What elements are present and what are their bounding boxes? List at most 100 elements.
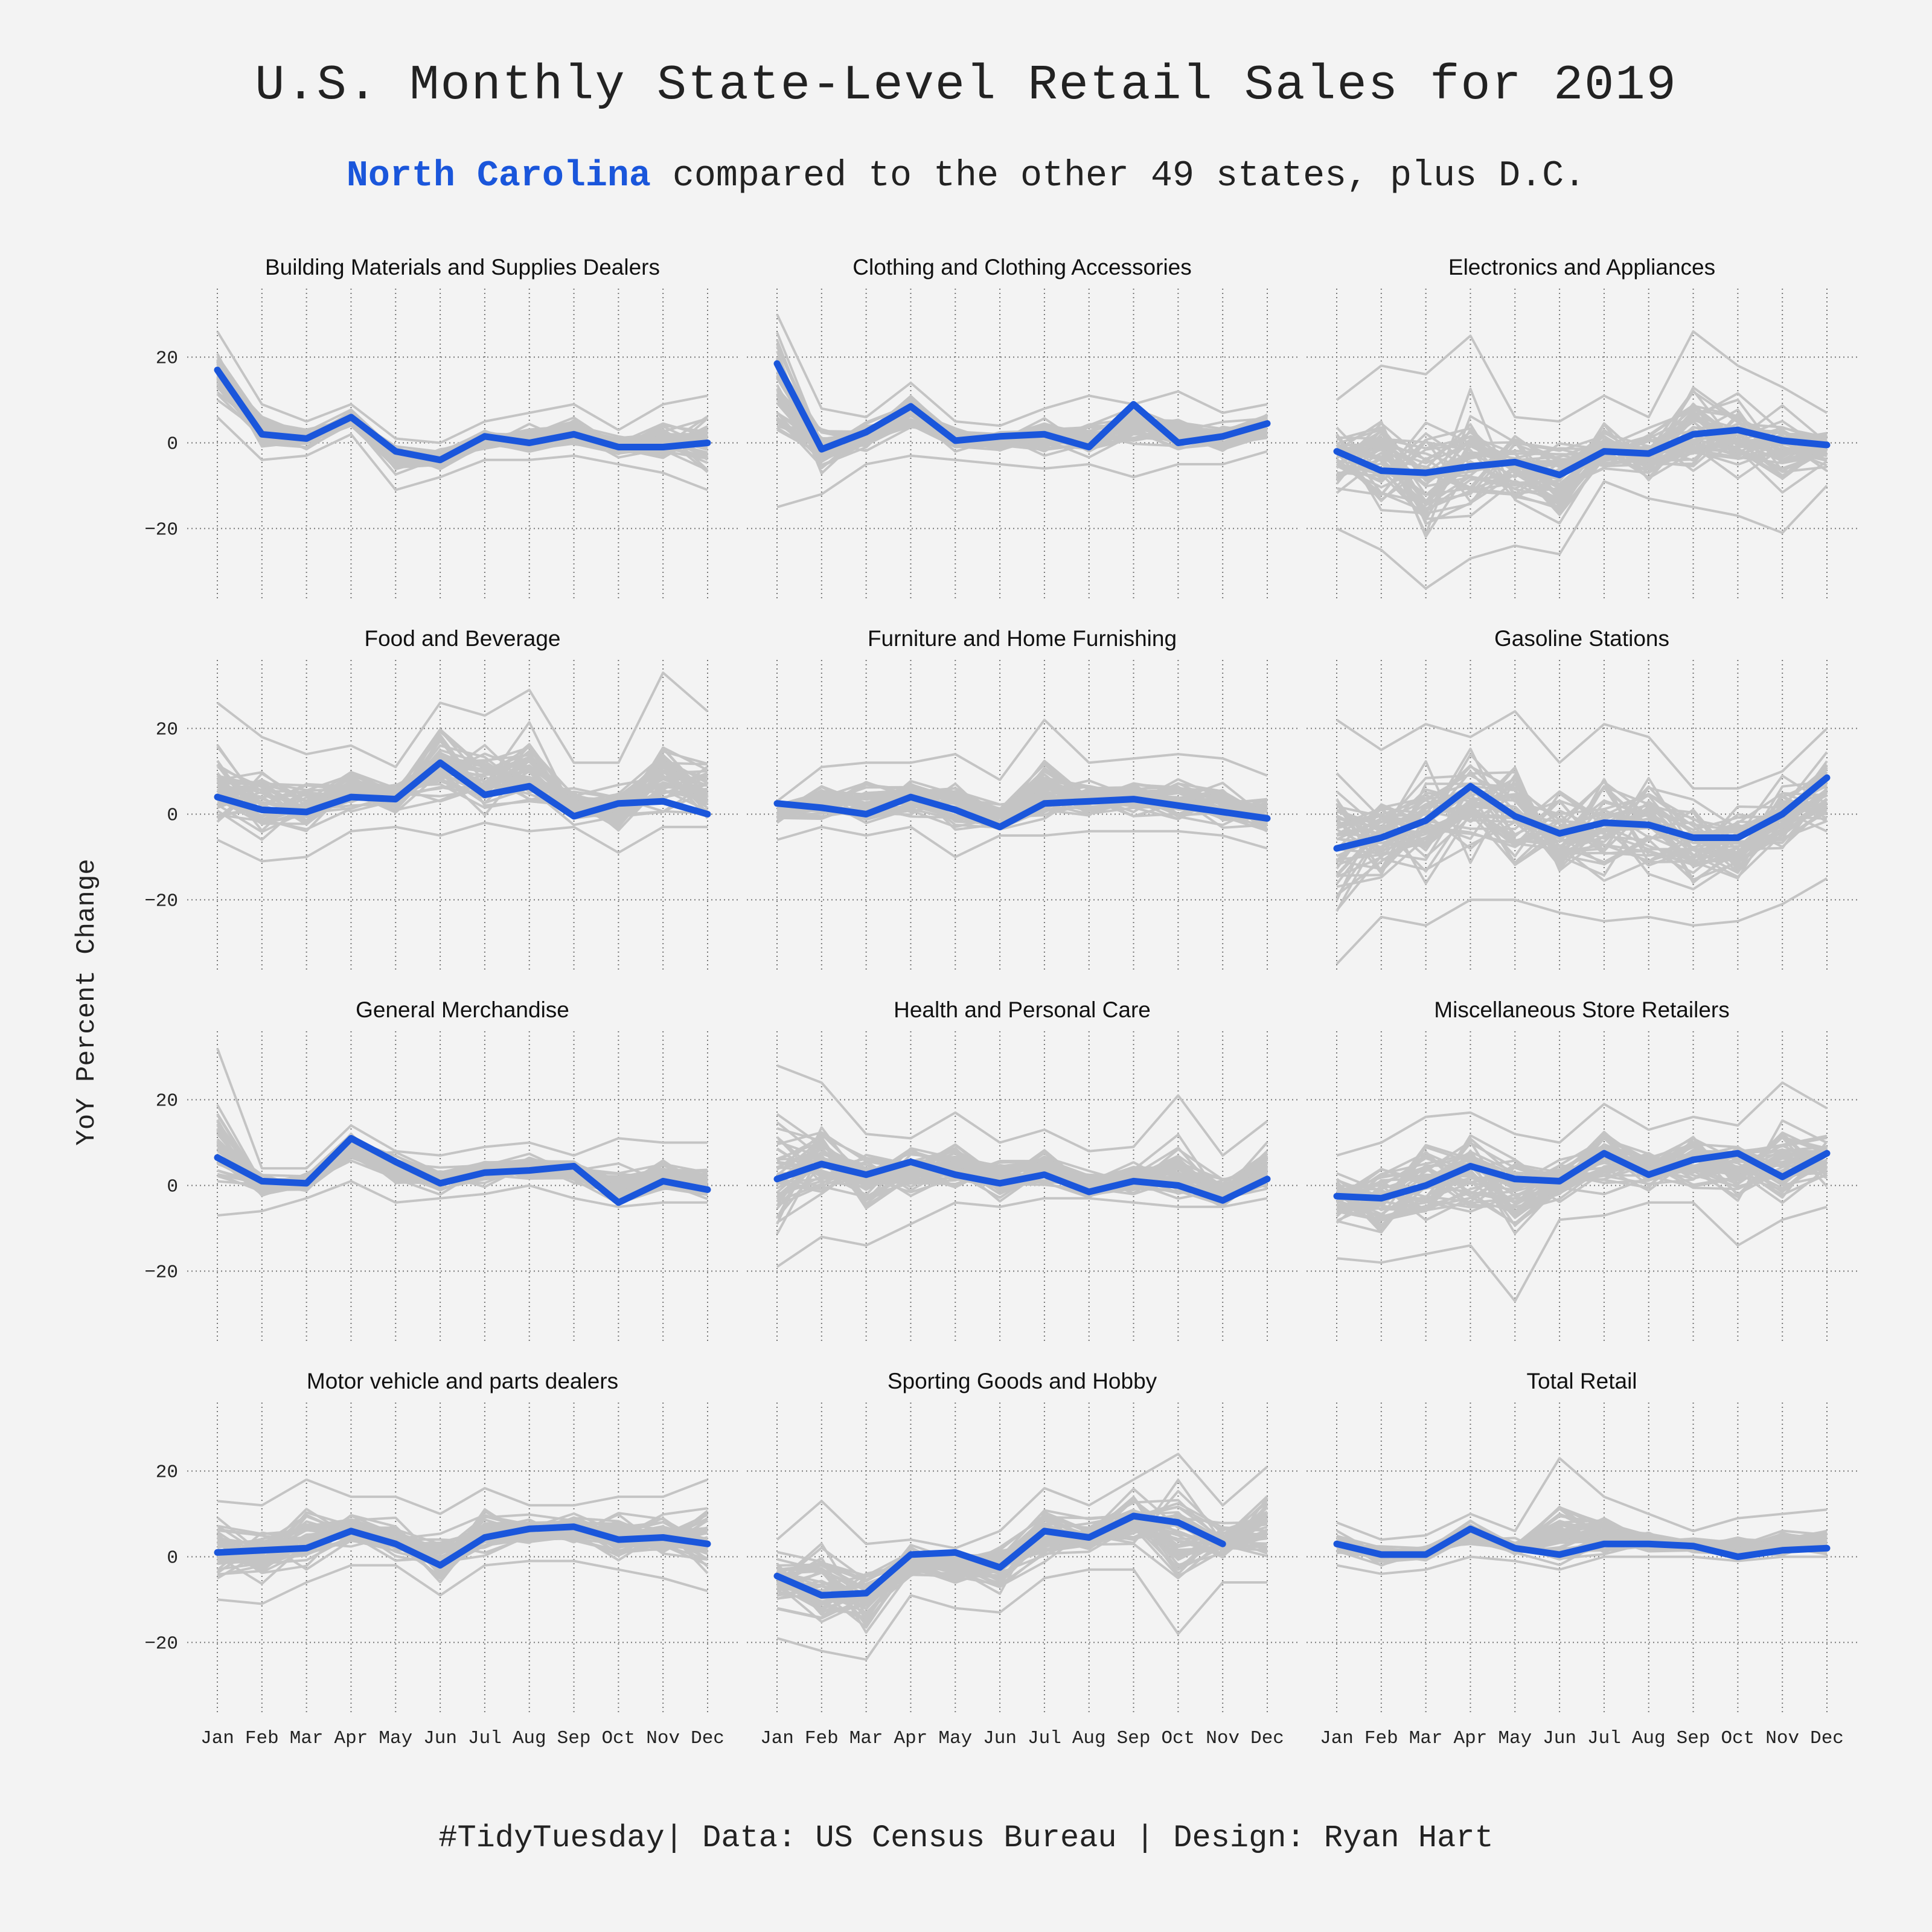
x-tick-label: Oct <box>1161 1728 1195 1749</box>
y-tick-label: 20 <box>156 1462 178 1483</box>
state-series-line <box>1335 710 1828 790</box>
x-tick-label: Jul <box>1587 1728 1621 1749</box>
state-series-line <box>217 821 708 863</box>
state-series-line <box>776 718 1268 802</box>
state-series-line <box>1336 1081 1828 1157</box>
y-tick-label: −20 <box>144 1633 178 1654</box>
state-series-line <box>1336 1131 1828 1213</box>
x-tick-label: Nov <box>1765 1728 1799 1749</box>
chart-subtitle: North Carolina compared to the other 49 … <box>0 156 1932 197</box>
x-tick-label: Jun <box>1543 1728 1576 1749</box>
north-carolina-line <box>214 759 711 820</box>
state-series-line <box>776 1197 1268 1268</box>
state-series-line <box>776 363 1268 475</box>
chart-title: U.S. Monthly State-Level Retail Sales fo… <box>255 57 1677 114</box>
facet-title: Motor vehicle and parts dealers <box>307 1369 618 1393</box>
x-tick-label: Feb <box>245 1728 279 1749</box>
y-tick-label: 0 <box>167 805 178 826</box>
x-tick-label: Aug <box>1072 1728 1106 1749</box>
x-tick-label: Dec <box>691 1728 724 1749</box>
subtitle-rest: compared to the other 49 states, plus D.… <box>650 156 1586 197</box>
facet-title: Electronics and Appliances <box>1448 255 1715 280</box>
x-tick-label: Jun <box>983 1728 1017 1749</box>
state-series-line <box>776 343 1268 449</box>
facet-title: Total Retail <box>1526 1369 1637 1393</box>
x-tick-label: Apr <box>334 1728 368 1749</box>
state-series-line <box>217 1518 708 1571</box>
state-series-line <box>216 1048 708 1170</box>
y-tick-label: 0 <box>167 1176 178 1197</box>
y-tick-label: 0 <box>167 433 178 455</box>
state-series-line <box>776 1495 1268 1619</box>
north-carolina-line <box>1333 774 1831 852</box>
facet-panel: Total Retail Jan Feb Mar Apr May Jun Jul Aug Sep O… <box>1307 1369 1857 1749</box>
state-series-line <box>216 756 708 824</box>
x-tick-label: May <box>379 1728 412 1749</box>
x-tick-label: May <box>1498 1728 1532 1749</box>
x-tick-label: Dec <box>1250 1728 1284 1749</box>
y-tick-label: −20 <box>144 519 178 540</box>
facet-panel: Motor vehicle and parts dealers −20 0 20 Jan… <box>144 1369 738 1749</box>
north-carolina-line <box>773 360 1271 453</box>
x-tick-label: Feb <box>1364 1728 1398 1749</box>
state-series-line <box>1335 784 1828 861</box>
facet-title: Clothing and Clothing Accessories <box>852 255 1192 280</box>
x-tick-label: Mar <box>290 1728 324 1749</box>
state-series-line <box>1335 768 1828 871</box>
state-series-line <box>216 671 709 769</box>
x-tick-label: Sep <box>1677 1728 1710 1749</box>
x-tick-label: Apr <box>1454 1728 1488 1749</box>
state-series-line <box>217 1180 708 1217</box>
state-series-line <box>776 450 1268 508</box>
y-axis-title: YoY Percent Change <box>72 859 102 1145</box>
north-carolina-line <box>1333 1150 1831 1202</box>
state-series-line <box>1336 1143 1828 1212</box>
state-series-line <box>776 1453 1268 1550</box>
x-tick-label: Nov <box>1206 1728 1239 1749</box>
facet-panel: Gasoline Stations <box>1307 626 1857 973</box>
facet-panel: Health and Personal Care <box>747 997 1297 1344</box>
state-series-line <box>776 1524 1268 1592</box>
x-tick-label: Oct <box>1721 1728 1754 1749</box>
x-tick-label: Mar <box>1409 1728 1443 1749</box>
state-series-line <box>776 825 1268 859</box>
x-tick-label: Jun <box>423 1728 457 1749</box>
north-carolina-line <box>773 1512 1226 1599</box>
y-tick-label: 0 <box>167 1547 178 1569</box>
state-series-line <box>217 1478 708 1515</box>
y-tick-label: −20 <box>144 891 178 912</box>
y-tick-label: −20 <box>144 1262 178 1283</box>
state-series-line <box>1335 425 1828 506</box>
facet-title: General Merchandise <box>356 997 569 1022</box>
x-tick-label: Oct <box>601 1728 635 1749</box>
state-series-line <box>216 1514 709 1564</box>
facet-panel: Electronics and Appliances <box>1307 255 1857 601</box>
state-series-line <box>1336 1152 1828 1222</box>
state-series-line <box>776 767 1268 831</box>
x-tick-label: May <box>938 1728 972 1749</box>
state-series-line <box>1336 1136 1828 1213</box>
y-tick-label: 20 <box>156 720 178 741</box>
state-series-line <box>216 758 709 823</box>
facet-panel: Furniture and Home Furnishing <box>747 626 1297 973</box>
state-series-line <box>1336 1145 1828 1214</box>
north-carolina-line <box>773 793 1271 831</box>
state-series-line <box>1336 1457 1828 1541</box>
x-tick-label: Jul <box>1028 1728 1061 1749</box>
state-series-line <box>1336 778 1828 869</box>
x-tick-label: Mar <box>849 1728 883 1749</box>
state-series-line <box>1335 402 1828 500</box>
x-tick-label: Jan <box>760 1728 794 1749</box>
facet-title: Food and Beverage <box>364 626 560 651</box>
facet-panel: Building Materials and Supplies Dealers −… <box>144 255 738 601</box>
state-series-line <box>1336 788 1828 874</box>
x-tick-label: Apr <box>894 1728 928 1749</box>
x-tick-label: Dec <box>1810 1728 1844 1749</box>
x-tick-label: Sep <box>1117 1728 1151 1749</box>
x-tick-label: Aug <box>1632 1728 1666 1749</box>
state-series-line <box>217 737 708 825</box>
north-carolina-line <box>773 1158 1271 1204</box>
north-carolina-line <box>1333 426 1831 479</box>
state-series-line <box>1336 1515 1828 1553</box>
